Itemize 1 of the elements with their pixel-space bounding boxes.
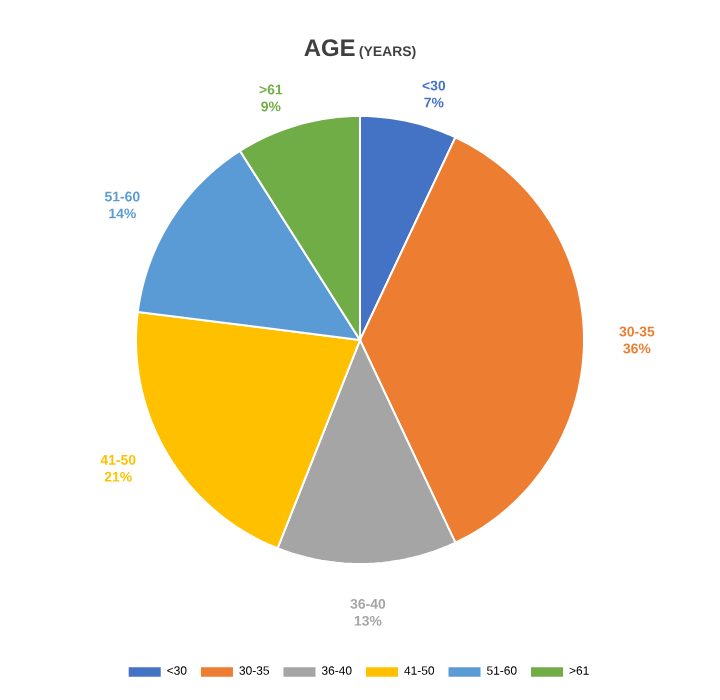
chart-title: AGE [304, 39, 355, 57]
